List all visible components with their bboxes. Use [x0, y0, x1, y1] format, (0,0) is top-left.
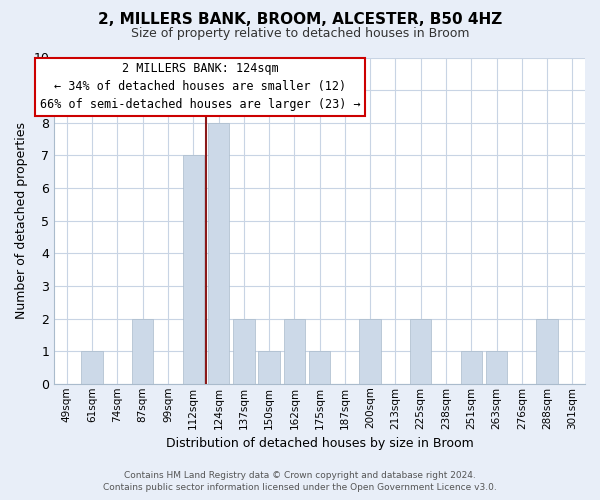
Text: 2 MILLERS BANK: 124sqm
← 34% of detached houses are smaller (12)
66% of semi-det: 2 MILLERS BANK: 124sqm ← 34% of detached…	[40, 62, 361, 112]
Text: Contains HM Land Registry data © Crown copyright and database right 2024.
Contai: Contains HM Land Registry data © Crown c…	[103, 471, 497, 492]
Bar	[259, 351, 280, 384]
Bar	[359, 318, 381, 384]
Bar	[82, 351, 103, 384]
Bar	[410, 318, 431, 384]
Bar	[208, 123, 229, 384]
Bar	[309, 351, 331, 384]
Bar	[461, 351, 482, 384]
Bar	[284, 318, 305, 384]
X-axis label: Distribution of detached houses by size in Broom: Distribution of detached houses by size …	[166, 437, 473, 450]
Bar	[536, 318, 558, 384]
Y-axis label: Number of detached properties: Number of detached properties	[15, 122, 28, 319]
Bar	[233, 318, 254, 384]
Text: 2, MILLERS BANK, BROOM, ALCESTER, B50 4HZ: 2, MILLERS BANK, BROOM, ALCESTER, B50 4H…	[98, 12, 502, 28]
Bar	[182, 156, 204, 384]
Text: Size of property relative to detached houses in Broom: Size of property relative to detached ho…	[131, 28, 469, 40]
Bar	[486, 351, 507, 384]
Bar	[132, 318, 154, 384]
